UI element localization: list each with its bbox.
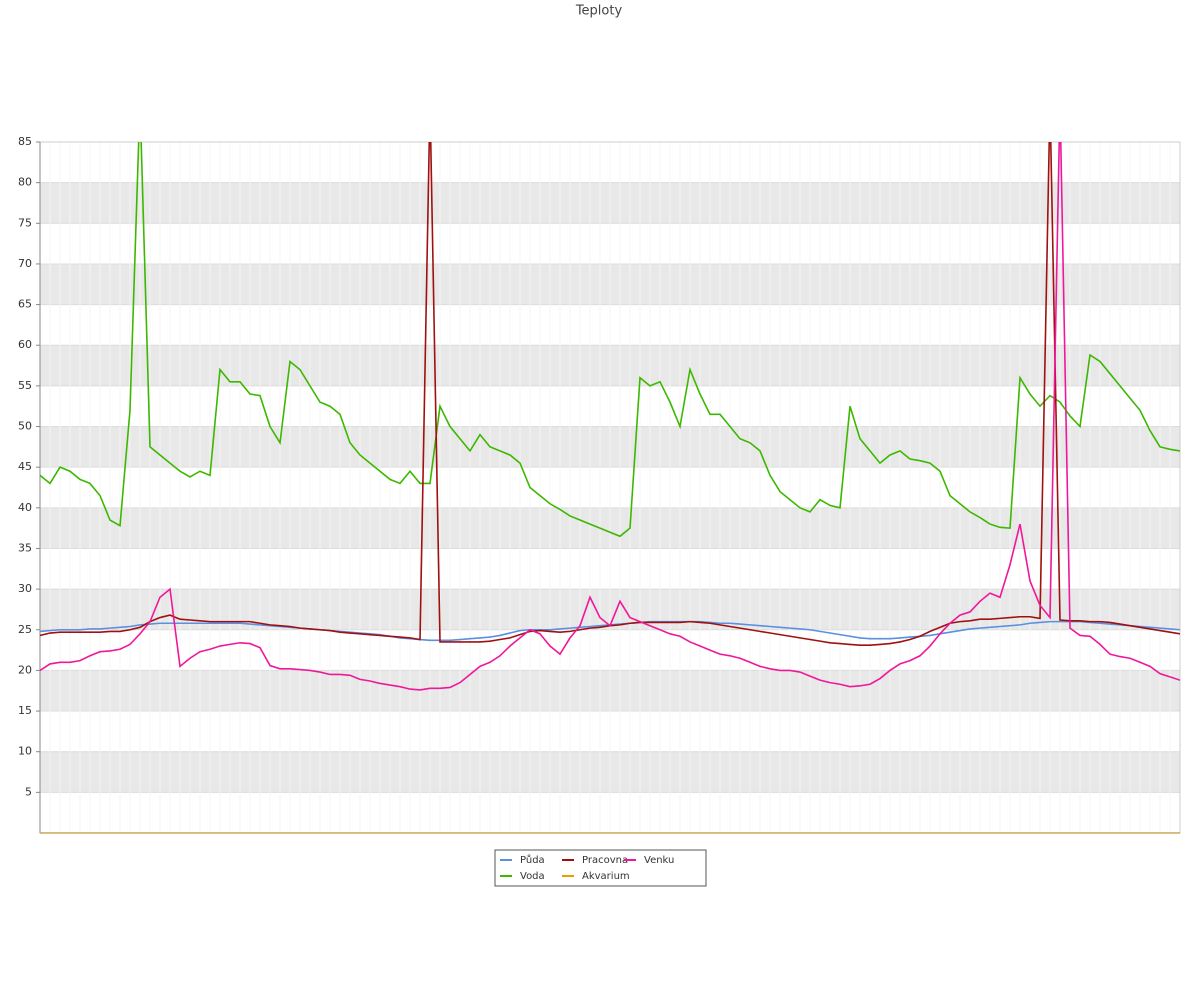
y-tick-label: 20 (18, 663, 32, 676)
chart-title: Teploty (575, 4, 623, 19)
y-tick-label: 85 (18, 135, 32, 148)
series-line (40, 142, 1180, 691)
y-tick-label: 60 (18, 338, 32, 351)
series-line (40, 142, 1180, 538)
y-tick-label: 5 (25, 785, 32, 798)
y-tick-label: 45 (18, 460, 32, 473)
y-tick-label: 80 (18, 176, 32, 189)
y-tick-label: 55 (18, 379, 32, 392)
legend-label: Půda (520, 854, 545, 866)
y-tick-label: 40 (18, 501, 32, 514)
legend-label: Pracovna (582, 855, 628, 866)
lines (40, 142, 1180, 833)
y-tick-label: 75 (18, 216, 32, 229)
y-tick-label: 70 (18, 257, 32, 270)
legend-label: Akvarium (582, 871, 630, 882)
y-tick-label: 50 (18, 420, 32, 433)
y-tick-label: 10 (18, 745, 32, 758)
y-tick-label: 15 (18, 704, 32, 717)
legend-label: Voda (520, 871, 545, 882)
y-tick-label: 35 (18, 541, 32, 554)
y-tick-label: 30 (18, 582, 32, 595)
y-tick-label: 25 (18, 623, 32, 636)
y-tick-label: 65 (18, 298, 32, 311)
legend-label: Venku (644, 855, 674, 866)
grid (39, 141, 1181, 833)
legend (494, 849, 707, 887)
